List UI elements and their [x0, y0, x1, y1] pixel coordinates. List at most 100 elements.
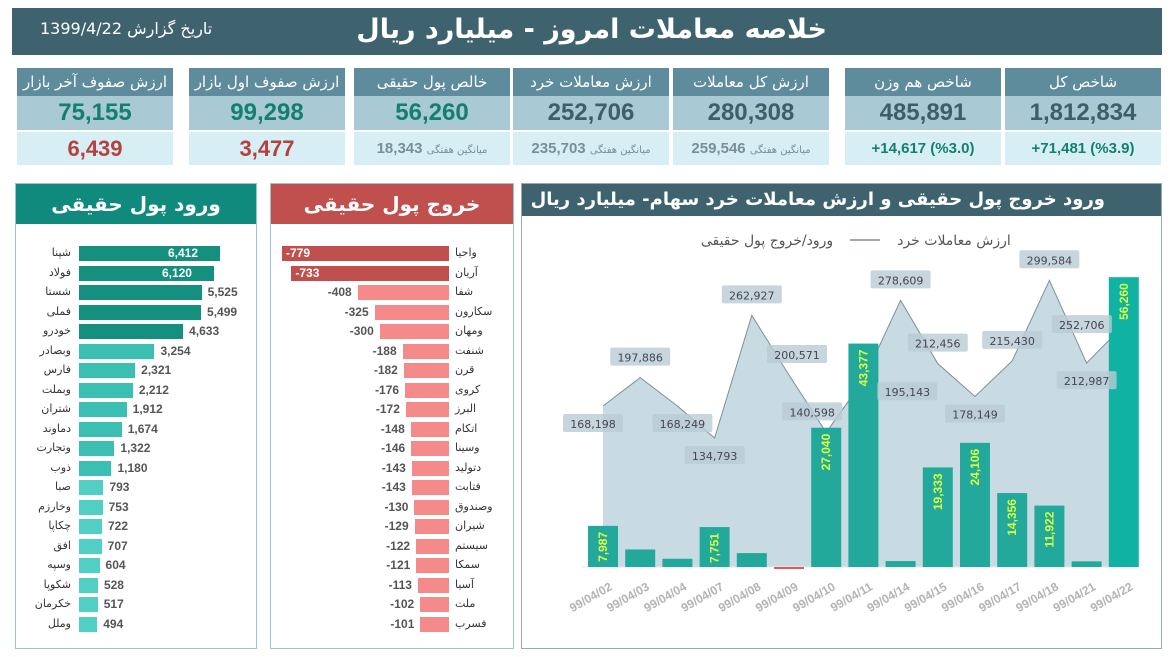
inflow-row: وبملت 2,212	[16, 382, 256, 399]
outflow-value: -143	[381, 480, 406, 494]
symbol-name: اتکام	[455, 421, 478, 435]
outflow-row: اتکام -148	[271, 421, 513, 438]
card-sub-label: میانگین هفتگی	[749, 145, 811, 156]
inflow-bar	[79, 616, 98, 632]
line-label-text: 262,927	[729, 289, 775, 302]
inflow-row: وخارزم 753	[16, 499, 256, 516]
card-sub: +71,481 (%3.9)	[1005, 132, 1161, 165]
stat-card: ارزش معاملات خرد 252,706 میانگین هفتگی 2…	[513, 68, 669, 166]
chart-panel: ورود خروج پول حقیقی و ارزش معاملات خرد س…	[521, 183, 1162, 649]
inflow-bar	[79, 324, 184, 339]
outflow-value: -325	[344, 304, 369, 319]
symbol-name: کروی	[455, 382, 481, 396]
line-label-text: 299,584	[1027, 254, 1073, 267]
inflow-bar	[79, 519, 102, 534]
card-value: 485,891	[845, 96, 1001, 130]
outflow-row: سمکا -121	[271, 558, 513, 574]
card-sub-value: 6,439	[67, 136, 123, 161]
line-label-text: 212,456	[915, 338, 961, 351]
symbol-name: دماوند	[42, 421, 71, 435]
bar	[922, 467, 953, 567]
inflow-value: 6,120	[161, 265, 192, 280]
card-label: ارزش کل معاملات	[673, 68, 829, 96]
card-sub: 3,477	[189, 132, 345, 165]
inflow-value: 793	[109, 480, 130, 494]
outflow-value: -101	[390, 616, 415, 631]
outflow-bar	[411, 460, 449, 476]
card-value: 99,298	[189, 96, 345, 130]
line-data-label: 262,927	[721, 285, 782, 304]
inflow-value: 517	[103, 597, 124, 611]
outflow-value: -113	[388, 577, 412, 592]
outflow-bar	[357, 285, 449, 300]
inflow-row: شکوپا 528	[16, 577, 256, 594]
line-label-text: 197,886	[617, 352, 663, 365]
line-label-text: 168,249	[660, 418, 706, 431]
card-sub-label: میانگین هفتگی	[426, 145, 488, 156]
symbol-name: خکرمان	[34, 597, 71, 610]
symbol-name: واحیا	[455, 246, 477, 259]
line-label-text: 134,793	[692, 450, 738, 463]
symbol-name: ملت	[455, 597, 476, 610]
symbol-name: افق	[53, 538, 72, 552]
symbol-name: وبملت	[41, 382, 71, 396]
outflow-panel: خروج پول حقیقی واحیا -779 آریان -733 شفا -…	[270, 183, 514, 649]
inflow-value: 1,180	[117, 460, 148, 475]
inflow-value: 3,254	[160, 343, 191, 358]
outflow-value: -129	[384, 519, 409, 533]
inflow-row: دماوند 1,674	[16, 421, 256, 438]
line-data-label: 140,598	[782, 402, 843, 421]
symbol-name: وسپه	[47, 558, 71, 571]
card-sub-value: 3,477	[239, 136, 295, 161]
line-data-label: 299,584	[1019, 250, 1080, 269]
inflow-row: شستا 5,525	[16, 285, 256, 301]
outflow-value: -172	[375, 402, 400, 416]
stat-card: ارزش کل معاملات 280,308 میانگین هفتگی 25…	[673, 68, 829, 166]
chart: ارزش معاملات خرد ورود/خروج پول حقیقی 7,987…	[563, 233, 1139, 615]
card-value: 75,155	[17, 96, 173, 130]
inflow-value: 5,499	[207, 304, 238, 319]
symbol-name: شفا	[455, 285, 474, 298]
inflow-value: 2,212	[138, 382, 169, 397]
symbol-name: سکارون	[455, 304, 493, 318]
inflow-bar	[79, 499, 103, 515]
card-label: ارزش صفوف اول بازار	[189, 68, 345, 96]
outflow-row: البرز -172	[271, 402, 513, 418]
outflow-bar	[405, 402, 449, 417]
line-data-label: 195,143	[877, 382, 938, 401]
outflow-row: ومهان -300	[271, 324, 513, 340]
inflow-bar	[79, 382, 133, 398]
card-value: 252,706	[513, 96, 669, 130]
outflow-value: -300	[349, 324, 374, 338]
card-sub: میانگین هفتگی 235,703	[513, 132, 669, 165]
outflow-value: -176	[375, 382, 400, 397]
symbol-name: فملی	[46, 304, 71, 318]
line-data-label: 168,198	[563, 414, 623, 433]
inflow-bar	[79, 538, 102, 554]
outflow-row: شفا -408	[271, 285, 513, 301]
inflow-value: 1,674	[127, 421, 158, 436]
inflow-value: 1,322	[120, 441, 151, 455]
symbol-name: آریان	[455, 265, 478, 279]
bar	[588, 525, 618, 567]
symbol-name: شنفت	[455, 343, 484, 357]
bar-label: 56,260	[1117, 283, 1131, 320]
inflow-bar	[79, 363, 136, 378]
outflow-value: -408	[327, 285, 352, 299]
outflow-row: فسرب -101	[271, 616, 513, 633]
report-date: تاریخ گزارش 1399/4/22	[40, 19, 213, 38]
line-label-text: 212,987	[1064, 375, 1110, 388]
bar	[662, 558, 693, 567]
card-value: 1,812,834	[1005, 96, 1161, 130]
line-label-text: 195,143	[885, 386, 931, 399]
card-sub: میانگین هفتگی 18,343	[354, 132, 510, 165]
outflow-bar	[420, 616, 449, 632]
outflow-value: -733	[295, 265, 320, 280]
line-label-text: 168,198	[570, 418, 616, 431]
line-data-label: 212,456	[907, 333, 968, 352]
stat-card: ارزش صفوف آخر بازار 75,155 6,439	[17, 68, 173, 166]
inflow-value: 6,412	[168, 246, 199, 260]
inflow-panel: ورود پول حقیقی شپنا 6,412 فولاد 6,120 شستا…	[15, 183, 257, 649]
symbol-name: وتجارت	[36, 441, 72, 454]
chart-legend: ارزش معاملات خرد ورود/خروج پول حقیقی	[701, 233, 1011, 249]
